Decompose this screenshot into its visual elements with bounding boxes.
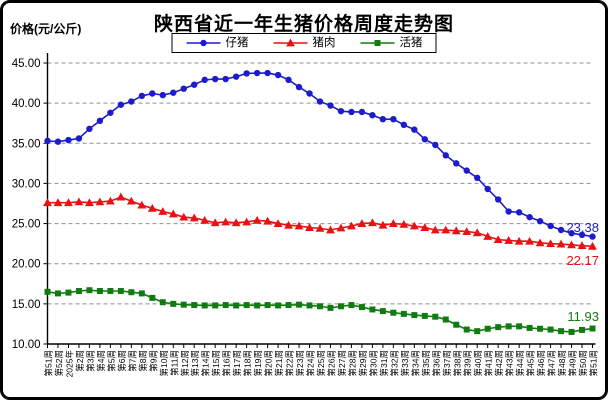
legend: 仔猪 猪肉 活猪	[171, 33, 437, 53]
svg-text:第48周: 第48周	[557, 350, 567, 376]
svg-text:40.00: 40.00	[12, 98, 41, 110]
svg-text:20.00: 20.00	[12, 259, 41, 271]
svg-text:第28周: 第28周	[347, 350, 357, 376]
svg-text:第15周: 第15周	[211, 350, 221, 376]
svg-text:第17周: 第17周	[232, 350, 242, 376]
svg-text:第45周: 第45周	[526, 350, 536, 376]
svg-text:第51周: 第51周	[44, 350, 54, 376]
svg-text:第51周: 第51周	[589, 350, 599, 376]
svg-text:第35周: 第35周	[421, 350, 431, 376]
svg-text:45.00: 45.00	[12, 58, 41, 70]
chart-title: 陕西省近一年生猪价格周度走势图	[153, 14, 454, 35]
legend-item-pork: 猪肉	[273, 36, 336, 50]
svg-text:第40周: 第40周	[473, 350, 483, 376]
svg-text:第22周: 第22周	[285, 350, 295, 376]
svg-text:第50周: 第50周	[578, 350, 588, 376]
end-value-piglet: 23.38	[566, 220, 599, 235]
svg-text:第44周: 第44周	[515, 350, 525, 376]
svg-text:第42周: 第42周	[494, 350, 504, 376]
end-value-livehog: 11.93	[567, 309, 599, 324]
plot-area: 10.00 15.00 20.00 25.00 30.00 35.00 40.00 45.00…	[12, 53, 599, 378]
svg-text:第3周: 第3周	[85, 350, 95, 372]
svg-text:第13周: 第13周	[190, 350, 200, 376]
svg-text:第21周: 第21周	[274, 350, 284, 376]
svg-text:25.00: 25.00	[12, 219, 41, 231]
svg-text:第18周: 第18周	[243, 350, 253, 376]
svg-text:第2周: 第2周	[75, 350, 85, 372]
end-value-pork: 22.17	[566, 253, 599, 268]
svg-text:第12周: 第12周	[180, 350, 190, 376]
svg-text:第25周: 第25周	[316, 350, 326, 376]
svg-text:第20周: 第20周	[264, 350, 274, 376]
pork-line-marker-icon	[273, 38, 308, 47]
svg-text:第24周: 第24周	[306, 350, 316, 376]
svg-text:15.00: 15.00	[12, 299, 41, 311]
svg-text:第31周: 第31周	[379, 350, 389, 376]
svg-text:第10周: 第10周	[159, 350, 169, 376]
svg-text:第43周: 第43周	[505, 350, 515, 376]
svg-text:第19周: 第19周	[253, 350, 263, 376]
svg-text:第41周: 第41周	[484, 350, 494, 376]
svg-text:第37周: 第37周	[442, 350, 452, 376]
legend-label-livehog: 活猪	[399, 37, 423, 49]
svg-text:第9周: 第9周	[148, 350, 158, 372]
y-axis-title: 价格(元/公斤)	[10, 22, 82, 36]
svg-text:第7周: 第7周	[127, 350, 137, 372]
svg-text:第29周: 第29周	[358, 350, 368, 376]
svg-text:第26周: 第26周	[326, 350, 336, 376]
svg-text:第46周: 第46周	[536, 350, 546, 376]
svg-text:第8周: 第8周	[138, 350, 148, 372]
svg-text:2025年: 2025年	[64, 350, 74, 378]
svg-text:第16周: 第16周	[222, 350, 232, 376]
svg-text:第39周: 第39周	[463, 350, 473, 376]
svg-text:第33周: 第33周	[400, 350, 410, 376]
svg-text:第4周: 第4周	[96, 350, 106, 372]
svg-text:第47周: 第47周	[547, 350, 557, 376]
livehog-line-marker-icon	[360, 40, 395, 46]
svg-text:30.00: 30.00	[12, 178, 41, 190]
svg-text:第52周: 第52周	[54, 350, 64, 376]
svg-text:第5周: 第5周	[106, 350, 116, 372]
legend-label-pork: 猪肉	[312, 37, 336, 49]
svg-text:10.00: 10.00	[12, 339, 41, 351]
svg-text:第32周: 第32周	[389, 350, 399, 376]
svg-text:第38周: 第38周	[452, 350, 462, 376]
svg-text:第34周: 第34周	[410, 350, 420, 376]
piglet-line-marker-icon	[186, 39, 221, 47]
svg-text:第11周: 第11周	[169, 350, 179, 376]
legend-item-piglet: 仔猪	[186, 36, 249, 50]
svg-text:35.00: 35.00	[12, 138, 41, 150]
svg-text:第27周: 第27周	[337, 350, 347, 376]
svg-text:第49周: 第49周	[568, 350, 578, 376]
legend-label-piglet: 仔猪	[225, 37, 249, 49]
svg-text:第36周: 第36周	[431, 350, 441, 376]
svg-text:第6周: 第6周	[117, 350, 127, 372]
legend-item-livehog: 活猪	[360, 36, 423, 50]
svg-text:第14周: 第14周	[201, 350, 211, 376]
svg-text:第23周: 第23周	[295, 350, 305, 376]
svg-text:第30周: 第30周	[368, 350, 378, 376]
